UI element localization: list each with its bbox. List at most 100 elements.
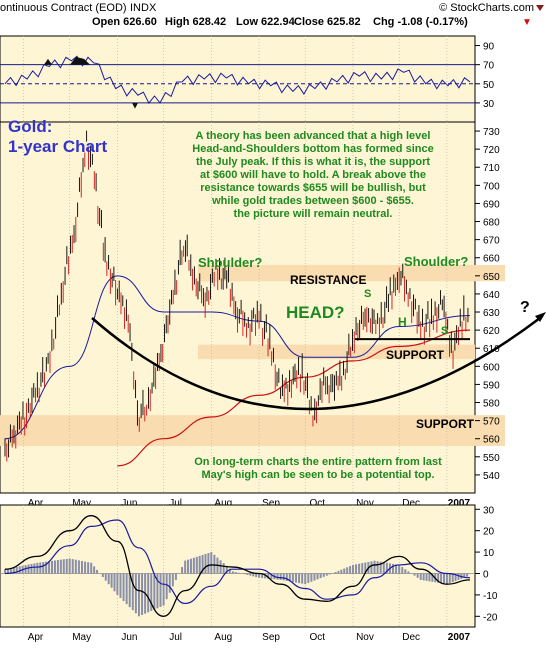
macd-hist-bar-63 xyxy=(193,558,195,574)
price-tick-label-11: 650 xyxy=(483,272,500,283)
price-tick-label-6: 600 xyxy=(483,362,500,373)
macd-hist-bar-40 xyxy=(123,573,125,601)
macd-hist-bar-46 xyxy=(141,573,143,614)
macd-xtick-label-1: May xyxy=(72,632,91,643)
macd-hist-bar-8 xyxy=(28,565,30,574)
macd-hist-bar-81 xyxy=(246,573,248,574)
quote-item-1: High 628.42 xyxy=(165,16,226,28)
macd-tick-label-5: -20 xyxy=(483,612,498,623)
macd-hist-bar-138 xyxy=(420,573,422,579)
price-tick-label-8: 620 xyxy=(483,326,500,337)
macd-hist-bar-44 xyxy=(135,573,137,613)
macd-hist-bar-129 xyxy=(392,564,394,574)
macd-hist-bar-117 xyxy=(355,564,357,573)
macd-xtick-label-2: Jun xyxy=(121,632,137,643)
price-tick-label-2: 560 xyxy=(483,435,500,446)
macd-hist-bar-113 xyxy=(343,568,345,573)
dropdown-triangle-icon xyxy=(536,5,544,11)
macd-hist-bar-12 xyxy=(39,562,41,573)
macd-hist-bar-124 xyxy=(377,561,379,573)
macd-hist-bar-102 xyxy=(310,573,312,581)
price-tick-label-5: 590 xyxy=(483,380,500,391)
macd-hist-bar-64 xyxy=(196,557,198,574)
macd-hist-bar-20 xyxy=(63,559,65,573)
price-tick-label-0: 540 xyxy=(483,471,500,482)
macd-hist-bar-108 xyxy=(329,573,331,574)
price-tick-label-10: 640 xyxy=(483,290,500,301)
macd-hist-bar-140 xyxy=(426,573,428,580)
quote-item-0: Open 626.60 xyxy=(92,16,157,28)
price-tick-label-16: 700 xyxy=(483,181,500,192)
macd-hist-bar-114 xyxy=(346,567,348,573)
macd-hist-bar-35 xyxy=(108,573,110,584)
macd-hist-bar-110 xyxy=(335,572,337,573)
macd-hist-bar-27 xyxy=(84,562,86,574)
macd-hist-bar-133 xyxy=(404,569,406,573)
macd-hist-bar-91 xyxy=(277,573,279,579)
macd-hist-bar-41 xyxy=(126,573,128,604)
macd-tick-label-0: 30 xyxy=(483,505,495,516)
macd-hist-bar-45 xyxy=(138,573,140,616)
macd-tick-label-4: -10 xyxy=(483,591,498,602)
theory-note-line-6: the picture will remain neutral. xyxy=(234,208,393,220)
macd-xtick-label-3: Jul xyxy=(169,632,182,643)
price-tick-label-1: 550 xyxy=(483,453,500,464)
shoulder-right-label: Shoulder? xyxy=(404,254,468,269)
macd-panel xyxy=(0,505,475,627)
macd-hist-bar-77 xyxy=(235,572,237,573)
macd-hist-bar-112 xyxy=(340,570,342,574)
price-tick-label-9: 630 xyxy=(483,308,500,319)
macd-hist-bar-136 xyxy=(414,573,416,575)
macd-hist-bar-42 xyxy=(129,573,131,607)
chart-title: ontinuous Contract (EOD) xyxy=(0,2,127,14)
macd-hist-bar-147 xyxy=(446,573,448,584)
macd-hist-bar-62 xyxy=(190,559,192,574)
theory-note-line-0: A theory has been advanced that a high l… xyxy=(196,130,431,142)
macd-hist-bar-97 xyxy=(295,573,297,582)
quote-item-4: Chg -1.08 (-0.17%) xyxy=(373,16,468,28)
macd-hist-bar-22 xyxy=(69,559,71,574)
macd-hist-bar-30 xyxy=(93,566,95,573)
macd-hist-bar-5 xyxy=(19,566,21,573)
macd-hist-bar-141 xyxy=(428,573,430,581)
macd-hist-bar-23 xyxy=(72,559,74,573)
macd-hist-bar-33 xyxy=(102,573,104,577)
price-tick-label-3: 570 xyxy=(483,417,500,428)
macd-tick-label-1: 20 xyxy=(483,527,495,538)
head-label: HEAD? xyxy=(286,303,345,322)
macd-hist-bar-132 xyxy=(401,567,403,573)
rsi-tick-label-2: 50 xyxy=(483,80,495,91)
macd-hist-bar-48 xyxy=(147,573,149,612)
macd-hist-bar-76 xyxy=(232,571,234,573)
macd-hist-bar-111 xyxy=(337,571,339,574)
macd-hist-bar-70 xyxy=(213,555,215,574)
macd-hist-bar-151 xyxy=(457,573,459,579)
macd-hist-bar-96 xyxy=(292,573,294,582)
macd-hist-bar-148 xyxy=(449,573,451,583)
macd-hist-bar-122 xyxy=(370,561,372,573)
theory-note-line-4: resistance towards $655 will be bullish,… xyxy=(200,182,426,194)
macd-hist-bar-10 xyxy=(33,563,35,573)
exchange-label: INDX xyxy=(130,2,157,14)
macd-xtick-label-9: 2007 xyxy=(448,632,471,643)
macd-hist-bar-73 xyxy=(223,563,225,573)
macd-hist-bar-11 xyxy=(36,563,38,574)
macd-hist-bar-31 xyxy=(96,570,98,574)
macd-hist-bar-39 xyxy=(119,573,121,597)
macd-hist-bar-100 xyxy=(304,573,306,584)
macd-hist-bar-55 xyxy=(169,573,171,592)
macd-tick-label-2: 10 xyxy=(483,548,495,559)
watermark-text: © StockCharts.com xyxy=(439,2,534,14)
macd-hist-bar-83 xyxy=(252,573,254,576)
macd-hist-bar-145 xyxy=(440,573,442,583)
price-tick-label-14: 680 xyxy=(483,218,500,229)
macd-hist-bar-29 xyxy=(90,563,92,574)
macd-xtick-label-0: Apr xyxy=(28,632,44,643)
macd-hist-bar-93 xyxy=(283,573,285,580)
price-tick-label-4: 580 xyxy=(483,399,500,410)
macd-hist-bar-26 xyxy=(81,561,83,574)
macd-hist-bar-36 xyxy=(111,573,113,587)
macd-hist-bar-131 xyxy=(398,565,400,574)
s-right-label: S xyxy=(441,325,448,337)
rsi-tick-label-0: 90 xyxy=(483,42,495,53)
